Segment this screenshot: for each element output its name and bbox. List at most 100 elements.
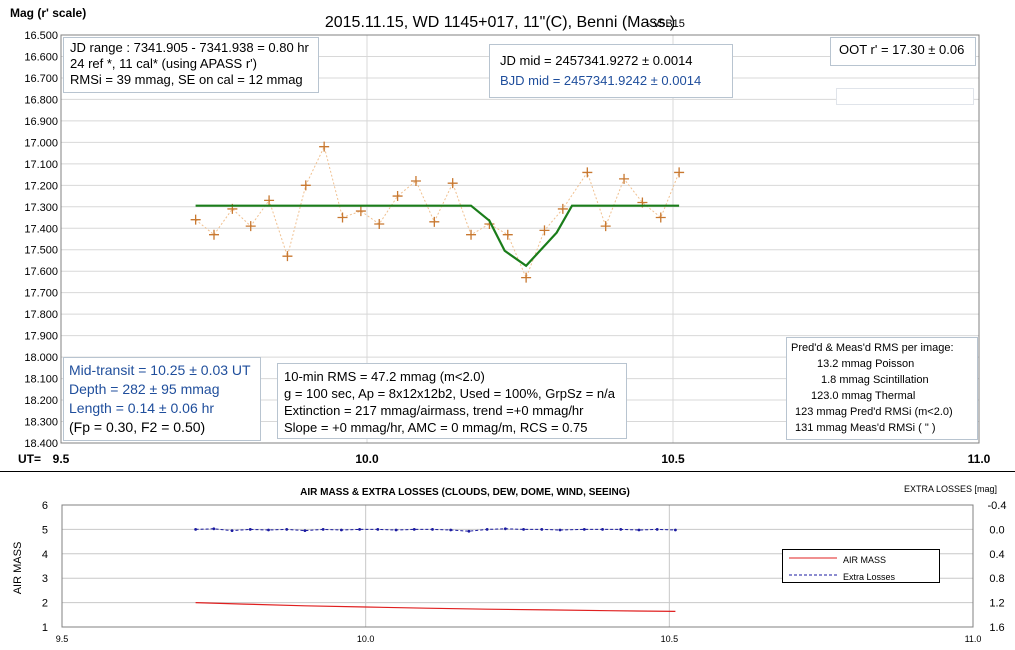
bottom-y2-tick-label: 1.6 bbox=[989, 622, 1004, 634]
empty-box bbox=[836, 88, 974, 105]
data-point bbox=[245, 221, 256, 232]
y-tick-label: 17.900 bbox=[24, 331, 58, 343]
bottom-y2-tick-label: 0.0 bbox=[989, 524, 1004, 536]
info-box-jd-mid: JD mid = 2457341.9272 ± 0.0014 BJD mid =… bbox=[489, 44, 733, 98]
data-point bbox=[410, 176, 421, 187]
chart-title: 2015.11.15, WD 1145+017, 11"(C), Benni (… bbox=[325, 14, 675, 31]
y-tick-label: 16.500 bbox=[24, 30, 58, 42]
bottom-x-tick-label: 10.5 bbox=[661, 634, 679, 644]
info-box-rms: 10-min RMS = 47.2 mmag (m<2.0) g = 100 s… bbox=[277, 363, 627, 439]
data-point bbox=[600, 221, 611, 232]
extra-losses-point bbox=[248, 528, 252, 531]
rms-line3: Extinction = 217 mmag/airmass, trend =+0… bbox=[284, 403, 584, 418]
data-connector-line bbox=[195, 145, 680, 280]
extra-losses-point bbox=[522, 528, 525, 531]
extra-losses-point bbox=[601, 528, 604, 531]
bottom-y2-tick-label: 0.4 bbox=[989, 549, 1004, 561]
extra-losses-point bbox=[582, 528, 586, 531]
x-tick-label: 9.5 bbox=[53, 452, 70, 466]
bottom-y2-tick-label: 0.8 bbox=[989, 573, 1004, 585]
y-tick-label: 17.300 bbox=[24, 202, 58, 214]
data-point bbox=[190, 214, 201, 225]
extra-losses-point bbox=[540, 528, 544, 531]
y-tick-label: 17.200 bbox=[24, 180, 58, 192]
bottom-series bbox=[194, 527, 677, 612]
extra-losses-point bbox=[285, 528, 289, 531]
noise-predicted: 123 mmag Pred'd RMSi (m<2.0) bbox=[795, 406, 953, 418]
bottom-legend: AIR MASS Extra Losses bbox=[782, 549, 940, 583]
x-tick-label: 10.5 bbox=[661, 452, 685, 466]
extra-losses-point bbox=[467, 529, 471, 533]
extra-losses-point bbox=[230, 529, 234, 533]
airmass-line bbox=[195, 602, 676, 612]
y-tick-label: 17.500 bbox=[24, 245, 58, 257]
extra-losses-point bbox=[674, 528, 677, 532]
info-box-oot: OOT r' = 17.30 ± 0.06 bbox=[830, 37, 976, 66]
extra-losses-point bbox=[394, 528, 398, 532]
y-tick-label: 18.400 bbox=[24, 438, 58, 450]
extra-losses-point bbox=[412, 528, 416, 531]
y-tick-label: 18.200 bbox=[24, 395, 58, 407]
info-box-jd-range: JD range : 7341.905 - 7341.938 = 0.80 hr… bbox=[63, 37, 319, 93]
mid-transit-text: Mid-transit = 10.25 ± 0.03 UT bbox=[69, 362, 251, 378]
y-tick-label: 16.900 bbox=[24, 116, 58, 128]
info-box-noise: Pred'd & Meas'd RMS per image: 13.2 mmag… bbox=[786, 337, 978, 440]
length-text: Length = 0.14 ± 0.06 hr bbox=[69, 400, 215, 416]
y-tick-label: 16.600 bbox=[24, 51, 58, 63]
plot-frame bbox=[60, 34, 980, 444]
data-point bbox=[429, 216, 440, 227]
data-point bbox=[619, 173, 630, 184]
legend-airmass-label: AIR MASS bbox=[843, 555, 887, 565]
rms-line2: g = 100 sec, Ap = 8x12x12b2, Used = 100%… bbox=[284, 386, 615, 401]
chart-title-suffix: - v5B15 bbox=[647, 18, 685, 30]
y-tick-label: 18.000 bbox=[24, 352, 58, 364]
data-point bbox=[466, 229, 477, 240]
bottom-y-tick-label: 6 bbox=[42, 500, 48, 512]
data-point bbox=[282, 251, 293, 262]
y-tick-label: 16.700 bbox=[24, 73, 58, 85]
data-point bbox=[392, 191, 403, 202]
jd-mid-text: JD mid = 2457341.9272 ± 0.0014 bbox=[500, 53, 693, 68]
bottom-y-tick-label: 2 bbox=[42, 598, 48, 610]
extra-losses-point bbox=[303, 529, 307, 533]
model-fit-line bbox=[195, 204, 680, 268]
bottom-y-tick-label: 3 bbox=[42, 573, 48, 585]
x-tick-label: 11.0 bbox=[968, 452, 991, 466]
bottom-y-tick-label: 4 bbox=[42, 549, 48, 561]
data-point bbox=[557, 203, 568, 214]
extra-losses-point bbox=[358, 528, 361, 531]
bottom-axes: 1 2 3 4 5 6 -0.4 0.0 0.4 0.8 1.2 1.6 9.5 10.0 10.5 11.0 bbox=[42, 500, 1007, 644]
bottom-x-tick-label: 10.0 bbox=[357, 634, 375, 644]
bottom-y2-label: EXTRA LOSSES [mag] bbox=[904, 484, 997, 494]
data-point bbox=[355, 206, 366, 217]
extra-losses-point bbox=[503, 527, 507, 531]
oot-text: OOT r' = 17.30 ± 0.06 bbox=[839, 42, 965, 57]
data-point bbox=[674, 167, 685, 178]
data-point bbox=[582, 167, 593, 178]
noise-scintillation: 1.8 mmag Scintillation bbox=[821, 374, 929, 386]
extra-losses-point bbox=[267, 528, 270, 532]
noise-measured: 131 mmag Meas'd RMSi ( " ) bbox=[795, 422, 936, 434]
extra-losses-point bbox=[321, 528, 325, 531]
data-point bbox=[374, 218, 385, 229]
bottom-x-tick-label: 11.0 bbox=[965, 634, 982, 644]
y-tick-label: 17.000 bbox=[24, 137, 58, 149]
data-point bbox=[502, 229, 513, 240]
section-divider bbox=[0, 471, 1015, 472]
fp-text: (Fp = 0.30, F2 = 0.50) bbox=[69, 419, 206, 435]
y-tick-label: 17.400 bbox=[24, 223, 58, 235]
data-point bbox=[264, 195, 275, 206]
bottom-y2-tick-label: -0.4 bbox=[988, 500, 1007, 512]
depth-text: Depth = 282 ± 95 mmag bbox=[69, 381, 220, 397]
data-point bbox=[300, 180, 311, 191]
extra-losses-point bbox=[485, 528, 489, 531]
data-point bbox=[319, 141, 330, 152]
bottom-y-tick-label: 1 bbox=[42, 622, 48, 634]
data-point bbox=[209, 229, 219, 240]
extra-losses-point bbox=[655, 528, 659, 531]
y-axis-label: Mag (r' scale) bbox=[10, 6, 86, 20]
ref-count-text: 24 ref *, 11 cal* (using APASS r') bbox=[70, 56, 257, 71]
noise-poisson: 13.2 mmag Poisson bbox=[817, 358, 915, 370]
rms-line1: 10-min RMS = 47.2 mmag (m<2.0) bbox=[284, 369, 485, 384]
data-point bbox=[521, 272, 532, 283]
